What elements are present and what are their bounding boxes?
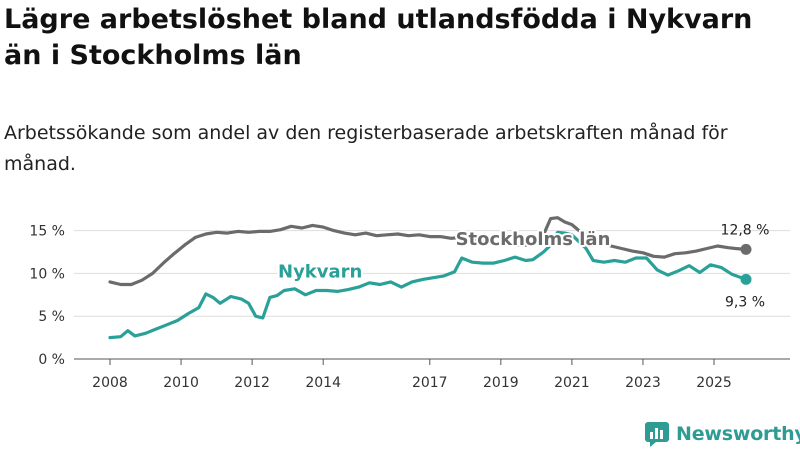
series-line-nykvarn: [108, 230, 748, 340]
newsworthy-logo-icon: [645, 422, 669, 447]
newsworthy-logo-text: Newsworthy: [676, 423, 800, 445]
y-tick-label: 5 %: [38, 309, 65, 325]
chart-title: Lägre arbetslöshet bland utlandsfödda i …: [4, 4, 753, 71]
y-axis: 0 % 5 % 10 % 15 %: [29, 224, 65, 368]
x-tick-label: 2023: [625, 375, 661, 391]
x-tick-label: 2019: [483, 375, 519, 391]
series-lines: [108, 216, 752, 340]
x-tick-label: 2014: [305, 375, 341, 391]
x-tick-label: 2008: [92, 375, 128, 391]
end-point-stockholms-l-n: [740, 243, 752, 255]
end-value-label-stockholms-l-n: 12,8 %: [721, 222, 770, 238]
series-line-stockholms-l-n: [108, 216, 748, 287]
series-labels: 12,8 % 9,3 % Stockholms län Nykvarn: [276, 222, 770, 310]
y-tick-label: 0 %: [38, 352, 65, 368]
series-label-nykvarn: Nykvarn: [278, 262, 362, 283]
end-value-label-nykvarn: 9,3 %: [725, 294, 765, 310]
newsworthy-logo: Newsworthy: [644, 420, 800, 448]
x-axis: 2008 2010 2012 2014 2017 2019 2021 2023 2025: [74, 358, 790, 391]
x-tick-label: 2010: [163, 375, 199, 391]
gridlines: [74, 230, 790, 360]
x-tick-label: 2021: [554, 375, 590, 391]
x-tick-label: 2017: [412, 375, 448, 391]
end-point-nykvarn: [740, 273, 752, 285]
chart-subtitle: Arbetssökande som andel av den registerb…: [4, 122, 728, 175]
x-tick-label: 2025: [696, 375, 732, 391]
y-tick-label: 15 %: [29, 224, 65, 240]
y-tick-label: 10 %: [29, 266, 65, 282]
series-label-stockholms-l-n: Stockholms län: [456, 229, 611, 250]
x-tick-label: 2012: [234, 375, 270, 391]
